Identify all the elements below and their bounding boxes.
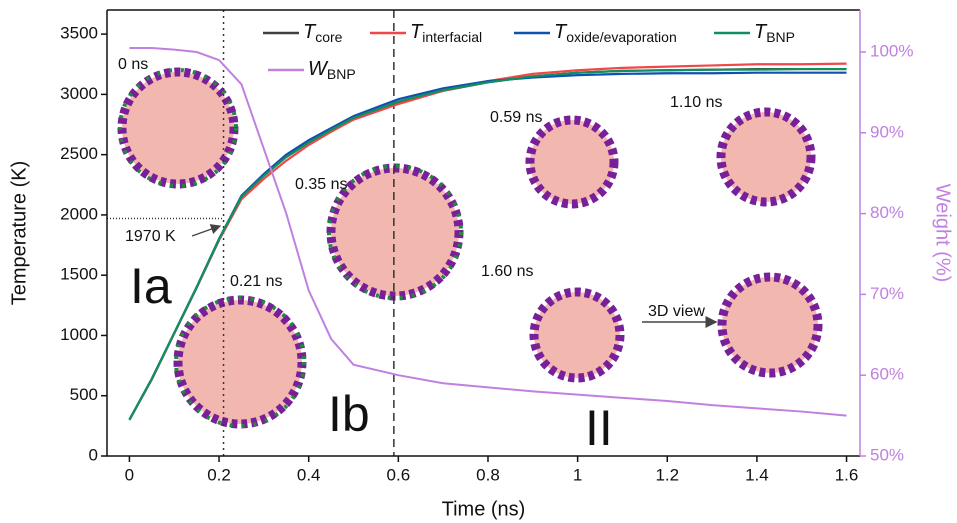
legend-symbol: T [554,21,568,43]
y2-tick-label: 100% [870,41,913,60]
x-tick-label: 0.8 [476,465,500,484]
y-tick-label: 0 [89,445,98,464]
legend-subscript: interfacial [422,29,482,45]
particle-image [716,107,816,207]
y-tick-label: 3000 [60,84,98,103]
particle-image [117,67,239,189]
snapshot-label: 1.60 ns [481,263,533,280]
x-tick-label: 0.4 [297,465,321,484]
particle-image [173,295,307,429]
particle-image [326,163,464,301]
legend-subscript: BNP [327,66,356,82]
y-tick-label: 500 [70,385,98,404]
y2-tick-label: 90% [870,122,904,141]
x-tick-label: 1.4 [745,465,769,484]
legend-label: Tcore [303,21,343,44]
particle-image [327,164,463,300]
y2-tick-label: 80% [870,203,904,222]
series-line [129,46,847,417]
x-axis-label: Time (ns) [442,498,526,520]
y-tick-label: 1000 [60,325,98,344]
snapshot-label: 0.21 ns [230,273,282,290]
y2-tick-label: 60% [870,365,904,384]
legend-symbol: T [303,21,317,43]
x-tick-label: 0.6 [387,465,411,484]
snapshot-label: 0.59 ns [490,109,542,126]
particle-image [174,296,306,428]
stage-label: Ib [328,386,370,442]
x-tick-label: 0 [125,465,134,484]
snapshot-label: 1.10 ns [670,94,722,111]
x-tick-label: 1.2 [655,465,679,484]
legend-symbol: T [754,21,768,43]
y2-axis-label: Weight (%) [932,184,954,283]
snapshot-label: 3D view [648,303,705,320]
snapshot-label: 0 ns [118,56,148,73]
y-tick-label: 1500 [60,265,98,284]
y-axis-label: Temperature (K) [8,161,30,306]
legend-label: Toxide/evaporation [554,21,677,44]
legend-label: Tinterfacial [410,21,482,44]
legend-subscript: BNP [766,29,795,45]
annotation: 1970 K [125,228,176,245]
particle-image [118,68,238,188]
y-tick-label: 3500 [60,24,98,43]
stage-label: II [585,400,613,456]
legend-label: WBNP [308,58,356,81]
x-tick-label: 0.2 [207,465,231,484]
particles [117,67,823,429]
legend-subscript: core [315,29,342,45]
y-tick-label: 2000 [60,204,98,223]
particle-image [717,272,823,378]
y2-tick-label: 50% [870,445,904,464]
arrow [191,224,222,237]
series-line [128,67,847,421]
legend-symbol: W [308,58,329,80]
legend-subscript: oxide/evaporation [566,29,677,45]
legend-symbol: T [410,21,424,43]
x-tick-label: 1.6 [835,465,859,484]
stage-label: Ia [130,258,172,314]
y2-tick-label: 70% [870,284,904,303]
legend-label: TBNP [754,21,795,44]
y-tick-label: 2500 [60,144,98,163]
snapshot-label: 0.35 ns [295,176,347,193]
particle-image [525,115,619,209]
x-tick-label: 1 [573,465,582,484]
particle-image [529,287,625,383]
